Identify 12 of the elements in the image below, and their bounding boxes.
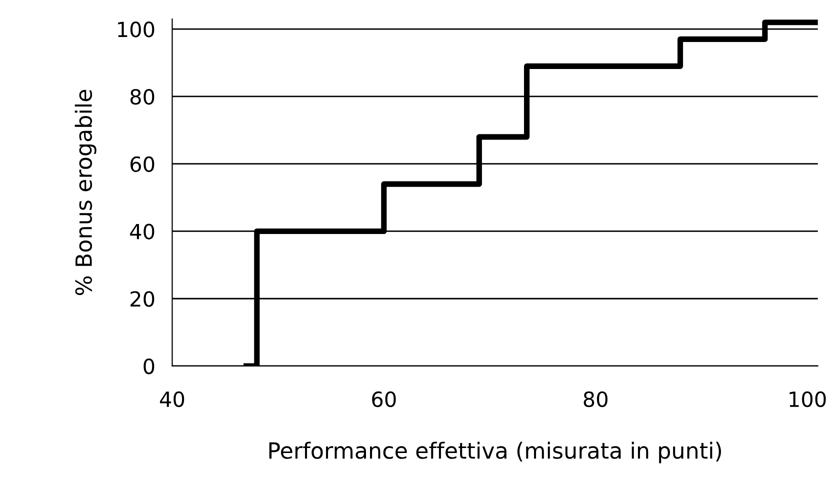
x-tick-label: 40 bbox=[160, 391, 184, 408]
x-tick-label: 80 bbox=[584, 391, 608, 408]
y-tick-label: 80 bbox=[130, 88, 154, 105]
y-tick-label: 60 bbox=[130, 156, 154, 172]
x-tick-label: 100 bbox=[790, 391, 826, 408]
y-tick-label: 0 bbox=[144, 358, 154, 374]
y-tick-label: 40 bbox=[130, 224, 154, 240]
y-axis-title: % Bonus erogabile bbox=[74, 90, 96, 296]
y-tick-label: 100 bbox=[118, 22, 154, 38]
x-tick-label: 60 bbox=[372, 391, 396, 408]
x-axis-title: Performance effettiva (misurata in punti) bbox=[269, 442, 722, 464]
y-tick-label: 20 bbox=[130, 291, 154, 307]
